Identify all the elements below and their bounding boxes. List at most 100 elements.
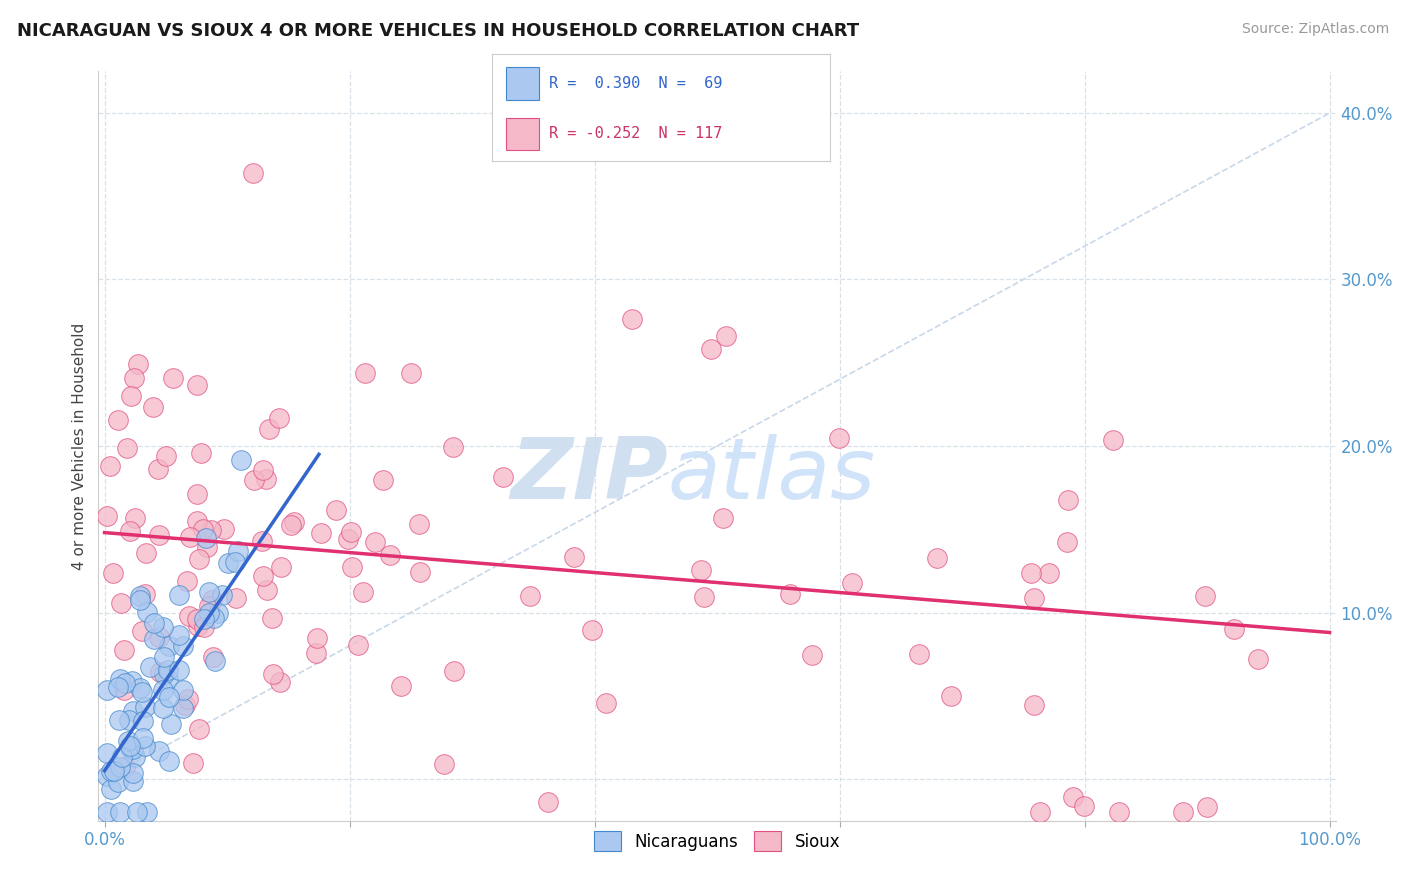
Point [98,459,121,474]
Point [1247,651,1270,665]
Point [352,585,374,599]
Point [179,530,201,544]
Point [142,615,165,630]
Point [537,795,560,809]
Point [96,805,118,820]
Point [693,590,716,604]
Point [197,606,219,620]
Point [433,757,456,772]
Point [267,411,290,425]
Point [1038,566,1060,580]
Point [142,400,165,414]
Point [581,623,603,637]
Text: R = -0.252  N = 117: R = -0.252 N = 117 [550,127,723,141]
Point [121,673,143,688]
Y-axis label: 4 or more Vehicles in Household: 4 or more Vehicles in Household [72,322,87,570]
Point [117,442,139,456]
Point [167,663,190,677]
Point [157,672,180,686]
Point [96,509,118,524]
Point [96,746,118,760]
Point [107,775,129,789]
Point [135,605,157,619]
Point [114,676,136,690]
Point [120,389,142,403]
Point [1024,591,1046,606]
Point [242,166,264,180]
Point [135,546,157,560]
Point [1073,799,1095,814]
Point [1223,622,1246,636]
Point [117,734,139,748]
Point [172,700,194,714]
Point [131,624,153,639]
Point [212,522,235,536]
Point [131,684,153,698]
Point [270,560,292,574]
Point [101,566,124,581]
Point [441,440,464,454]
Point [194,531,217,545]
Point [562,550,585,565]
Point [337,532,360,546]
Point [152,682,174,697]
Point [204,654,226,668]
Point [492,470,515,484]
Point [200,523,222,537]
Point [186,514,208,528]
Point [353,367,375,381]
Point [1101,434,1123,448]
Point [689,563,711,577]
Point [139,660,162,674]
Point [121,774,143,789]
Point [190,446,212,460]
Point [399,366,422,380]
Point [191,522,214,536]
Point [96,682,118,697]
Point [193,619,215,633]
Point [108,805,131,820]
Point [107,680,129,694]
Point [157,690,180,704]
Point [207,606,229,620]
Point [108,713,131,727]
Point [201,592,224,607]
Point [129,593,152,607]
Point [800,648,823,662]
Point [621,311,644,326]
Point [108,672,131,686]
Point [340,524,363,539]
Point [283,516,305,530]
Point [371,473,394,487]
Point [779,587,801,601]
Point [1195,800,1218,814]
Point [378,548,401,562]
Point [202,610,225,624]
Point [118,524,141,538]
Point [307,631,329,645]
Point [188,722,211,736]
Point [134,739,156,754]
Point [1194,589,1216,603]
Point [134,699,156,714]
Point [100,781,122,796]
Point [309,526,332,541]
Point [342,559,364,574]
Point [186,378,208,392]
Point [714,329,737,343]
Point [187,619,209,633]
Point [122,371,145,385]
Point [149,665,172,680]
Point [519,589,541,603]
Point [135,805,157,820]
Point [127,358,149,372]
Point [108,760,131,774]
Point [1171,805,1194,820]
Point [157,639,180,653]
Point [595,696,617,710]
Text: R =  0.390  N =  69: R = 0.390 N = 69 [550,76,723,91]
Point [167,628,190,642]
Point [110,596,132,610]
Point [172,640,194,654]
Point [211,588,233,602]
